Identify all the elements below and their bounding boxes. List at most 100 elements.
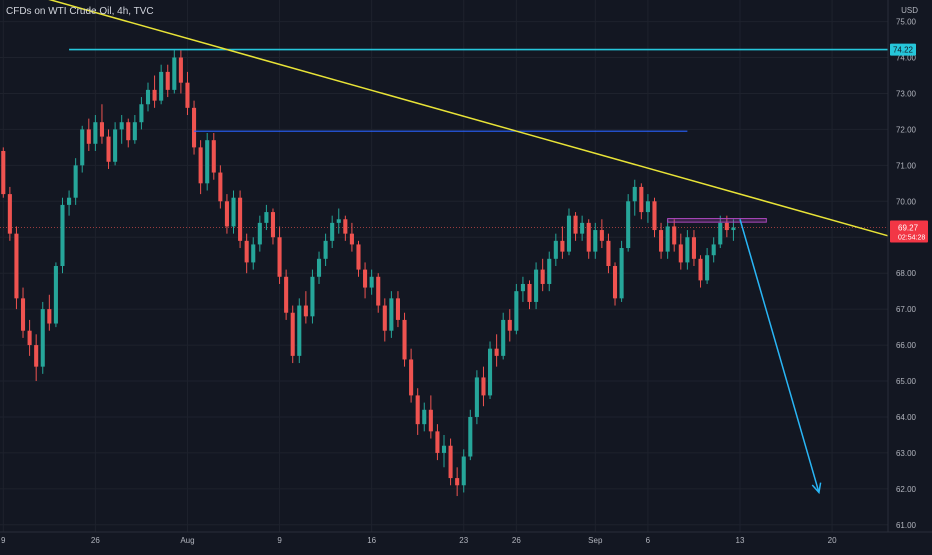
candle-body [270,212,276,238]
time-tick-label: 6 [646,536,651,545]
candle-layer [1,50,736,497]
candle-body [99,122,104,137]
candle-body [86,129,91,144]
candle-body [126,122,131,141]
time-tick-label: Sep [588,536,603,545]
candle-body [488,348,493,396]
descending-trendline [48,0,889,237]
resistance-price-label: 74.22 [893,46,914,55]
candle-body [7,194,12,234]
price-tick-label: 68.00 [896,269,917,278]
candle-body [514,291,519,331]
candle-body [185,82,190,108]
candle-body [336,219,341,223]
candle-body [718,222,723,245]
candle-body [652,201,657,231]
candle-body [376,276,381,306]
candle-body [626,201,631,249]
resistance-price-tag [890,43,916,56]
candle-body [632,186,637,202]
candle-body [527,283,532,302]
price-tick-label: 67.00 [896,305,917,314]
price-tick-label: 63.00 [896,449,917,458]
grid-layer [0,0,888,532]
candle-body [659,230,664,252]
candle-body [330,222,335,241]
time-tick-label: Aug [180,536,194,545]
candle-body [67,197,72,205]
label-layer: 74.22 69.27 02:54:28 [890,43,928,243]
candle-body [152,89,157,101]
time-tick-label: 16 [367,536,376,545]
candle-body [139,104,144,123]
candle-body [310,276,315,317]
candle-body [606,240,611,266]
candle-body [47,309,52,324]
candle-body [251,244,256,263]
candle-body [409,359,414,396]
last-price-tag [890,220,928,243]
candle-body [119,122,124,130]
axis-layer: 61.00 62.00 63.00 64.00 65.00 66.00 67.00 68.00… [1,18,916,545]
candle-body [599,230,604,241]
candle-body [435,431,440,453]
price-tick-label: 61.00 [896,521,917,530]
candle-body [566,215,572,252]
projection-arrow-head [811,482,822,495]
candle-body [619,248,624,299]
candle-body [422,409,427,425]
time-axis-panel[interactable] [0,532,932,550]
candle-body [113,129,118,162]
candle-body [224,201,229,227]
candle-body [586,222,591,252]
candle-body [474,377,479,417]
candle-body [547,258,552,284]
candle-body [593,230,598,252]
candle-body [34,345,39,367]
candle-body [284,276,289,313]
candle-body [395,298,400,320]
candle-body [665,226,670,252]
candle-body [520,283,525,292]
candle-body [698,258,703,281]
price-axis-panel[interactable] [888,0,932,532]
candle-body [534,269,539,302]
price-tick-label: 62.00 [896,485,917,494]
time-tick-label: 26 [91,536,100,545]
candle-body [349,233,354,245]
candle-body [612,266,618,299]
candle-body [369,276,374,288]
candle-body [645,201,650,213]
chart-header-title: CFDs on WTI Crude Oil, 4h, TVC [6,6,154,17]
candle-body [639,186,644,213]
last-price-label: 69.27 [898,224,919,233]
candle-body [159,71,164,101]
candle-body [14,233,19,299]
candle-body [691,237,696,259]
candle-body [106,136,111,162]
candle-body [448,445,453,479]
price-tick-label: 74.00 [896,54,917,63]
candle-body [40,309,45,367]
price-tick-label: 64.00 [896,413,917,422]
candle-body [428,409,433,432]
candle-body [468,416,473,457]
candle-body [231,197,236,227]
candle-body [218,172,223,202]
candle-body [303,305,308,317]
candle-body [705,255,710,281]
candle-body [560,240,565,252]
candle-body [1,150,6,195]
candle-body [402,319,407,360]
candle-body [132,122,137,141]
time-tick-label: 23 [459,536,468,545]
candle-body [27,330,32,346]
candle-body [389,298,394,331]
candle-body [481,377,486,396]
candle-body [178,57,183,83]
candle-body [316,258,322,277]
candle-body [165,71,170,90]
price-tick-label: 72.00 [896,125,917,134]
